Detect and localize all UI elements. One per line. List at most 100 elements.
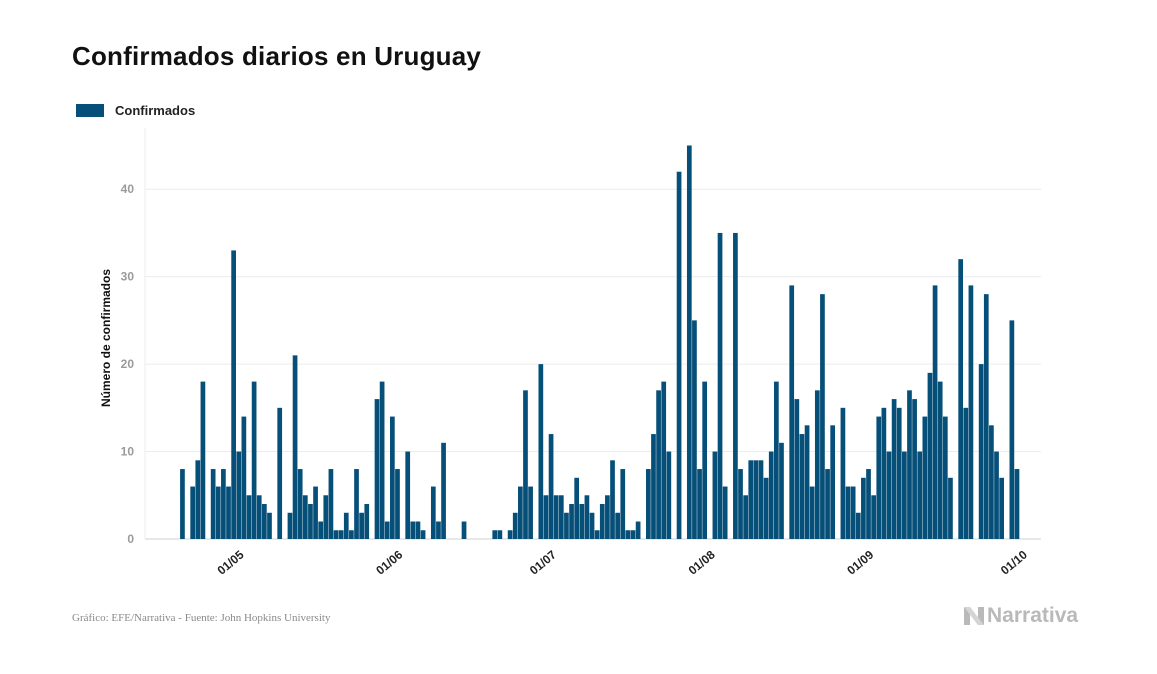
bar	[364, 504, 370, 539]
narrativa-logo: Narrativa	[963, 604, 1078, 628]
bar	[605, 495, 610, 539]
bar	[686, 145, 692, 540]
y-tick-label: 0	[127, 532, 134, 546]
bar	[251, 381, 257, 539]
bar	[896, 407, 902, 539]
bar	[354, 469, 359, 539]
bar	[768, 451, 774, 539]
bar	[646, 469, 651, 539]
bar	[968, 285, 974, 539]
bar	[635, 521, 641, 539]
bar	[989, 425, 994, 539]
bar	[461, 521, 467, 539]
bar	[221, 469, 226, 539]
bar	[820, 294, 825, 539]
bar	[328, 469, 334, 539]
bar	[886, 451, 892, 539]
bar	[262, 504, 267, 539]
bar	[830, 425, 836, 539]
bar	[226, 486, 231, 539]
bar	[866, 469, 871, 539]
bar	[343, 512, 349, 539]
bar	[543, 495, 549, 539]
bar	[871, 495, 876, 539]
logo-text: Narrativa	[987, 604, 1079, 627]
x-tick-label: 01/05	[215, 547, 247, 577]
bar	[963, 407, 969, 539]
bar	[733, 232, 738, 539]
bar	[702, 381, 708, 539]
bar	[779, 442, 784, 539]
x-tick-label: 01/08	[686, 547, 718, 577]
bar	[999, 477, 1004, 539]
bar	[210, 469, 216, 539]
bar	[661, 381, 667, 539]
bar	[907, 390, 912, 539]
bar	[891, 399, 897, 539]
y-axis-label: Número de confirmados	[99, 269, 113, 407]
bar	[574, 477, 580, 539]
bar	[692, 320, 697, 539]
x-axis-ticks: 01/05 01/06 01/07 01/08 01/09 01/10	[215, 547, 1031, 577]
bar	[620, 469, 626, 539]
bar	[850, 486, 856, 539]
bar	[748, 460, 754, 539]
legend-label: Confirmados	[115, 103, 196, 118]
bar	[825, 469, 830, 539]
bar	[405, 451, 411, 539]
bar	[763, 477, 769, 539]
bar	[666, 451, 672, 539]
bar	[630, 530, 636, 539]
bar	[794, 399, 800, 539]
bar	[318, 521, 324, 539]
bar	[594, 530, 600, 539]
bar	[190, 486, 196, 539]
x-tick-label: 01/10	[998, 547, 1030, 577]
bar	[948, 477, 953, 539]
bar	[379, 381, 385, 539]
bar	[523, 390, 528, 539]
bar	[615, 512, 620, 539]
bar	[1009, 320, 1015, 539]
bar	[912, 399, 917, 539]
bar	[441, 442, 446, 539]
bar	[277, 407, 283, 539]
x-tick-label: 01/07	[527, 547, 559, 577]
bar	[430, 486, 436, 539]
bars	[180, 145, 1020, 540]
bar	[589, 512, 595, 539]
bar	[1014, 469, 1020, 539]
y-tick-label: 30	[121, 270, 135, 284]
bar	[512, 512, 518, 539]
bar	[564, 512, 569, 539]
bar	[722, 486, 728, 539]
bar	[625, 530, 631, 539]
bar	[374, 399, 380, 539]
y-tick-label: 20	[121, 357, 135, 371]
bar	[712, 451, 718, 539]
bar	[518, 486, 523, 539]
bar	[180, 469, 185, 539]
x-tick-label: 01/09	[844, 547, 876, 577]
bar	[333, 530, 339, 539]
bar	[569, 504, 574, 539]
bar	[927, 372, 933, 539]
bar	[241, 416, 247, 539]
x-tick-label: 01/06	[373, 547, 405, 577]
bar	[809, 486, 815, 539]
bar	[743, 495, 748, 539]
bar	[558, 495, 564, 539]
bar	[676, 171, 682, 539]
bar	[902, 451, 907, 539]
bar	[917, 451, 923, 539]
bar	[978, 364, 984, 539]
bar	[814, 390, 820, 539]
narrativa-n-logo-icon	[964, 607, 984, 625]
bar	[236, 451, 242, 539]
bar	[861, 477, 866, 539]
bar	[845, 486, 851, 539]
bar	[697, 469, 702, 539]
bar	[958, 259, 964, 539]
bar	[323, 495, 329, 539]
legend-swatch	[76, 104, 104, 117]
